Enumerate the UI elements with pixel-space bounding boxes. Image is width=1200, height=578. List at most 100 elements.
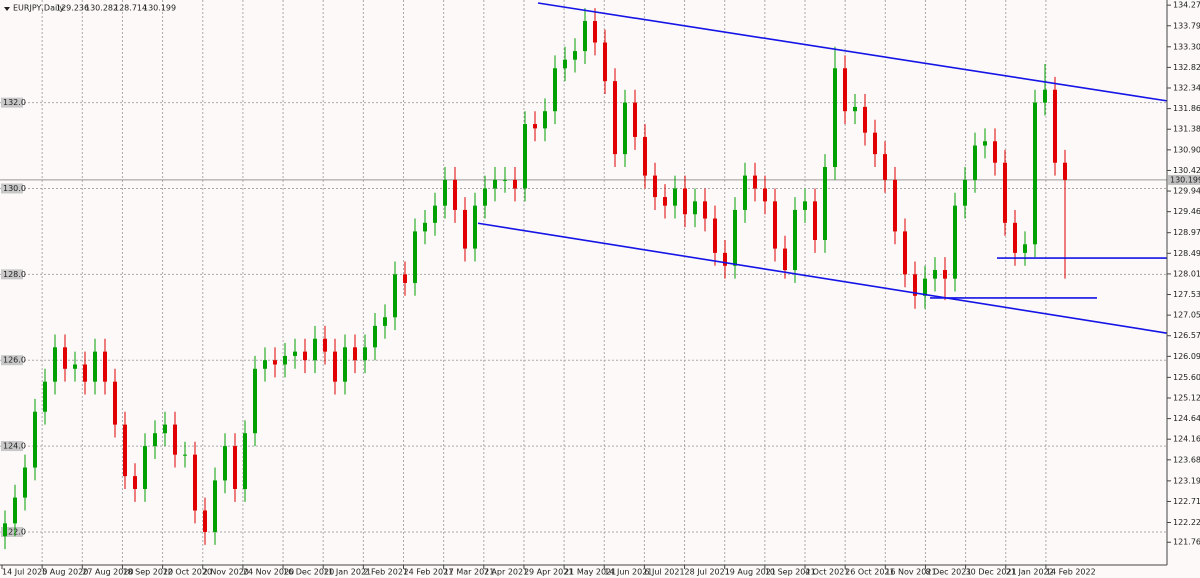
- candle-body: [203, 510, 207, 532]
- candle-body: [523, 124, 527, 189]
- x-tick-label: 10 Sep 2021: [765, 568, 816, 577]
- candle-body: [323, 338, 327, 352]
- candle-body: [93, 351, 97, 382]
- candle-body: [373, 325, 377, 348]
- price-tick-label: 125.120: [1173, 393, 1200, 402]
- candle-body: [863, 106, 867, 133]
- candle-body: [673, 188, 677, 206]
- candle-body: [13, 497, 17, 524]
- candle-body: [823, 167, 827, 240]
- x-tick-label: 5 Aug 2020: [42, 568, 88, 577]
- level-label: 122.0: [3, 527, 26, 536]
- candle-body: [643, 136, 647, 176]
- candle-body: [723, 252, 727, 266]
- level-label-box: [1, 269, 23, 280]
- candle-body: [3, 523, 7, 537]
- candle-body: [733, 209, 737, 266]
- price-tick-label: 133.790: [1173, 21, 1200, 30]
- level-label-box: [1, 441, 23, 452]
- candle-body: [583, 21, 587, 52]
- price-tick-label: 127.050: [1173, 311, 1200, 320]
- candle-body: [293, 351, 297, 356]
- candle-body: [753, 175, 757, 189]
- x-tick-label: 19 Aug 2021: [725, 568, 776, 577]
- candle-body: [543, 111, 547, 129]
- candle-body: [1063, 162, 1067, 180]
- price-tick-label: 133.300: [1173, 42, 1200, 51]
- candle-body: [573, 51, 577, 60]
- candle-body: [53, 347, 57, 382]
- price-tick-label: 123.680: [1173, 455, 1200, 464]
- candle-body: [333, 351, 337, 382]
- price-tick-label: 128.970: [1173, 228, 1200, 237]
- candle-body: [463, 209, 467, 249]
- candle-body: [993, 141, 997, 163]
- candle-body: [393, 274, 397, 318]
- candle-body: [83, 364, 87, 382]
- price-tick-label: 121.760: [1173, 538, 1200, 547]
- candle-body: [783, 248, 787, 271]
- candle-body: [443, 179, 447, 206]
- candle-body: [233, 446, 237, 490]
- x-tick-label: 12 Oct 2020: [163, 568, 212, 577]
- candle-body: [743, 175, 747, 210]
- candle-body: [473, 205, 477, 249]
- candle-body: [593, 21, 597, 43]
- price-tick-label: 126.090: [1173, 352, 1200, 361]
- level-label-box: [1, 183, 23, 194]
- candle-body: [1023, 244, 1027, 253]
- candle-body: [853, 106, 857, 112]
- candle-body: [603, 42, 607, 82]
- candle-body: [843, 68, 847, 112]
- candle-body: [63, 347, 67, 369]
- candle-body: [623, 102, 627, 155]
- candle-body: [173, 424, 177, 455]
- candle-body: [633, 102, 637, 137]
- candle-body: [903, 231, 907, 275]
- candle-body: [563, 59, 567, 69]
- level-label-box: [1, 526, 23, 537]
- x-tick-label: 8 Dec 2021: [925, 568, 971, 577]
- x-tick-label: 16 Nov 2021: [885, 568, 936, 577]
- candle-body: [483, 188, 487, 206]
- x-tick-label: 29 Apr 2021: [524, 568, 573, 577]
- price-tick-label: 124.160: [1173, 435, 1200, 444]
- x-tick-label: 2 Nov 2020: [203, 568, 249, 577]
- candle-body: [193, 454, 197, 511]
- candle-body: [423, 222, 427, 232]
- x-tick-label: 14 Feb 2022: [1046, 568, 1096, 577]
- price-tick-label: 128.490: [1173, 249, 1200, 258]
- candle-body: [533, 124, 537, 129]
- price-tick-label: 122.220: [1173, 518, 1200, 527]
- candle-body: [43, 381, 47, 412]
- candle-body: [303, 351, 307, 361]
- candle-body: [123, 424, 127, 477]
- candle-body: [653, 175, 657, 198]
- x-tick-label: 30 Dec 2021: [966, 568, 1017, 577]
- current-price-label: 130.199: [1170, 175, 1200, 184]
- candle-body: [153, 433, 157, 447]
- candle-body: [763, 188, 767, 202]
- dropdown-icon[interactable]: [4, 7, 10, 11]
- candle-body: [1013, 222, 1017, 253]
- header-value: 130.199: [143, 4, 176, 13]
- current-price-box: [1168, 174, 1200, 185]
- price-tick-label: 124.640: [1173, 414, 1200, 423]
- price-tick-label: 123.190: [1173, 476, 1200, 485]
- x-tick-label: 27 Aug 2020: [82, 568, 133, 577]
- price-tick-label: 131.860: [1173, 104, 1200, 113]
- price-tick-label: 134.270: [1173, 1, 1200, 10]
- price-tick-label: 129.940: [1173, 187, 1200, 196]
- x-tick-label: 24 Feb 2021: [404, 568, 454, 577]
- price-tick-label: 128.010: [1173, 269, 1200, 278]
- candle-body: [893, 179, 897, 232]
- candle-body: [163, 424, 167, 434]
- level-label: 126.0: [3, 356, 26, 365]
- candle-body: [103, 351, 107, 382]
- candle-body: [503, 179, 507, 181]
- price-tick-label: 126.570: [1173, 331, 1200, 340]
- candle-body: [313, 338, 317, 361]
- candle-body: [713, 218, 717, 253]
